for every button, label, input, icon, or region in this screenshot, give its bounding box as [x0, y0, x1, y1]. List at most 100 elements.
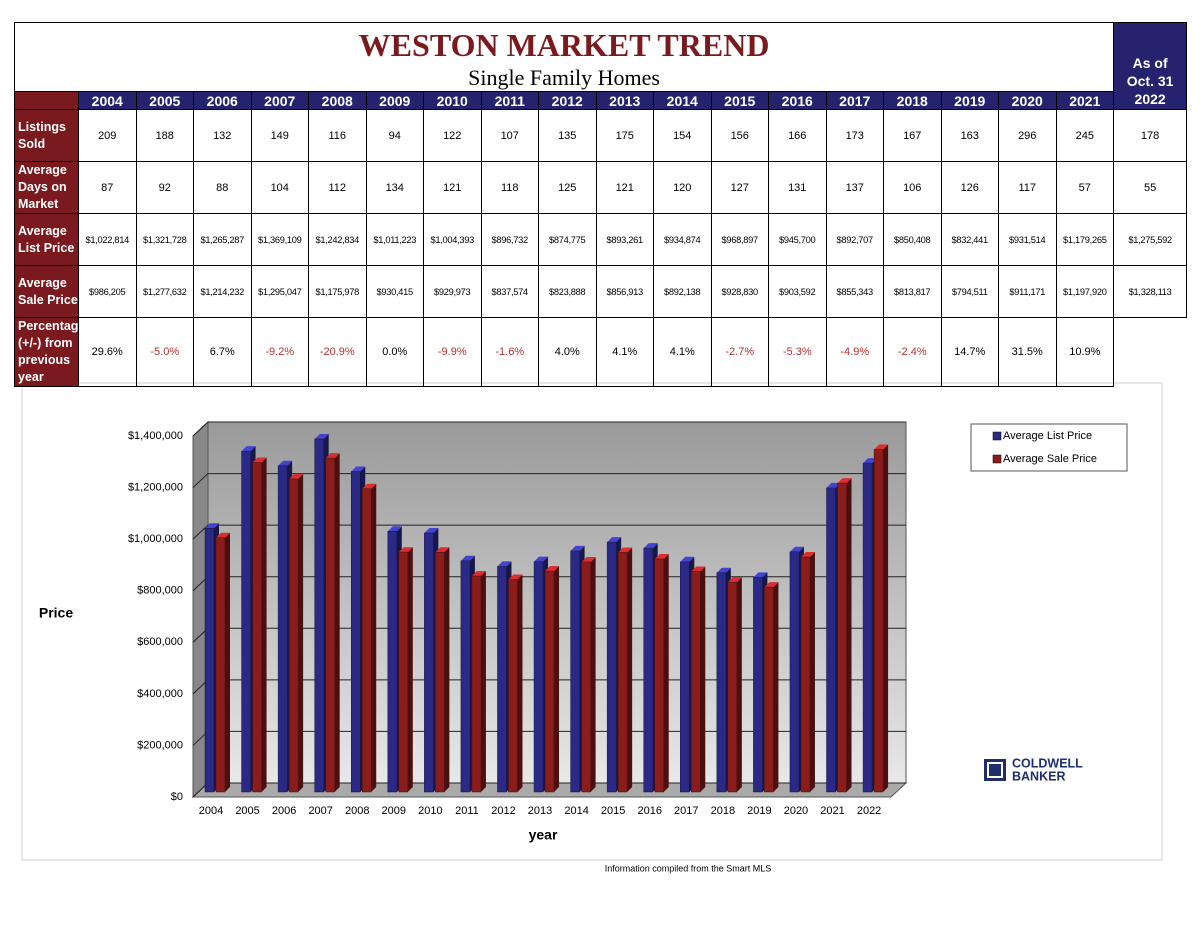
- bar-top: [570, 545, 585, 551]
- bar-top: [278, 460, 293, 466]
- bar: [252, 462, 262, 793]
- cell: 4.1%: [653, 317, 712, 387]
- cell: 4.0%: [538, 317, 597, 387]
- x-tick-label: 2005: [235, 805, 259, 817]
- legend-label: Average Sale Price: [1003, 453, 1097, 465]
- column-header: 2016: [768, 91, 827, 110]
- cell: 135: [538, 109, 597, 162]
- cell: $1,277,632: [135, 265, 194, 318]
- cell: $1,275,592: [1113, 213, 1188, 266]
- bar-top: [325, 453, 340, 459]
- column-header: 2009: [365, 91, 424, 110]
- cell: 126: [940, 161, 999, 214]
- x-tick-label: 2014: [564, 805, 588, 817]
- cell: -2.4%: [883, 317, 942, 387]
- cell: 107: [480, 109, 539, 162]
- legend-swatch: [992, 454, 1002, 464]
- cell: 121: [423, 161, 482, 214]
- bar-top: [351, 466, 366, 472]
- cell: $945,700: [768, 213, 827, 266]
- x-axis-label: year: [529, 827, 558, 843]
- row-label: Average Sale Price: [14, 265, 79, 318]
- bar-side: [371, 483, 377, 792]
- bar-top: [654, 554, 669, 560]
- cell: 57: [1055, 161, 1115, 214]
- bar-top: [424, 528, 439, 534]
- logo: COLDWELL BANKER: [984, 756, 1083, 783]
- bar: [325, 457, 335, 793]
- x-tick-label: 2021: [820, 805, 844, 817]
- cell: $813,817: [883, 265, 942, 318]
- bar: [654, 558, 664, 793]
- column-header: 2011: [480, 91, 539, 110]
- bar-top: [618, 547, 633, 553]
- bar: [533, 561, 544, 793]
- bar: [716, 572, 727, 793]
- bar-side: [590, 556, 596, 792]
- bar-top: [508, 574, 523, 580]
- cell: 178: [1113, 109, 1188, 162]
- bar-side: [517, 574, 523, 792]
- bar-side: [736, 577, 742, 792]
- cell: $837,574: [480, 265, 539, 318]
- bar: [288, 478, 299, 793]
- cell: $903,592: [768, 265, 827, 318]
- bar: [764, 586, 774, 793]
- bar-top: [716, 567, 731, 573]
- y-tick-label: $1,200,000: [128, 481, 183, 493]
- cell: $934,874: [653, 213, 712, 266]
- cell: $1,004,393: [423, 213, 482, 266]
- bar-top: [289, 473, 304, 479]
- x-tick-label: 2011: [455, 805, 479, 817]
- cell: $794,511: [940, 265, 999, 318]
- bar: [826, 487, 836, 793]
- column-header: 2015: [710, 91, 769, 110]
- bar-top: [789, 546, 804, 552]
- grid-line-side: [192, 473, 209, 488]
- cell: 4.1%: [595, 317, 654, 387]
- column-header: 2017: [825, 91, 884, 110]
- bar-top: [460, 555, 475, 561]
- as-of-cell: As of Oct. 31 2022: [1113, 22, 1188, 110]
- y-tick-label: $0: [171, 791, 183, 803]
- cell: $1,179,265: [1055, 213, 1115, 266]
- column-header: 2007: [250, 91, 309, 110]
- bar: [204, 528, 215, 793]
- cell: $892,707: [825, 213, 884, 266]
- bar-top: [216, 532, 230, 538]
- cell: -5.3%: [768, 317, 827, 387]
- bar: [387, 530, 398, 793]
- column-header: 2019: [940, 91, 999, 110]
- y-tick-label: $1,000,000: [128, 533, 183, 545]
- cell: 29.6%: [78, 317, 137, 387]
- bar: [350, 471, 361, 793]
- x-tick-label: 2016: [637, 805, 661, 817]
- column-header: 2004: [78, 91, 137, 110]
- cell: 0.0%: [365, 317, 424, 387]
- bar-side: [444, 547, 450, 792]
- x-tick-label: 2010: [418, 805, 442, 817]
- bar: [691, 571, 701, 793]
- bar: [789, 551, 800, 793]
- x-tick-label: 2012: [491, 805, 515, 817]
- cell: 156: [710, 109, 769, 162]
- cell: $931,514: [998, 213, 1057, 266]
- bar-side: [261, 457, 267, 792]
- cell: 118: [480, 161, 539, 214]
- x-tick-label: 2013: [528, 805, 552, 817]
- bar-side: [225, 532, 230, 792]
- x-tick-label: 2018: [711, 805, 735, 817]
- cell: 132: [193, 109, 252, 162]
- bar: [361, 488, 372, 793]
- cell: 6.7%: [193, 317, 252, 387]
- cell: 125: [538, 161, 597, 214]
- bar-top: [534, 556, 549, 562]
- cell: 122: [423, 109, 482, 162]
- column-header: 2006: [193, 91, 252, 110]
- y-axis-label: Price: [39, 605, 73, 621]
- bar-top: [252, 457, 267, 463]
- bar-top: [314, 433, 329, 439]
- y-tick-label: $1,400,000: [128, 430, 183, 442]
- cell: $968,897: [710, 213, 769, 266]
- cell: 154: [653, 109, 712, 162]
